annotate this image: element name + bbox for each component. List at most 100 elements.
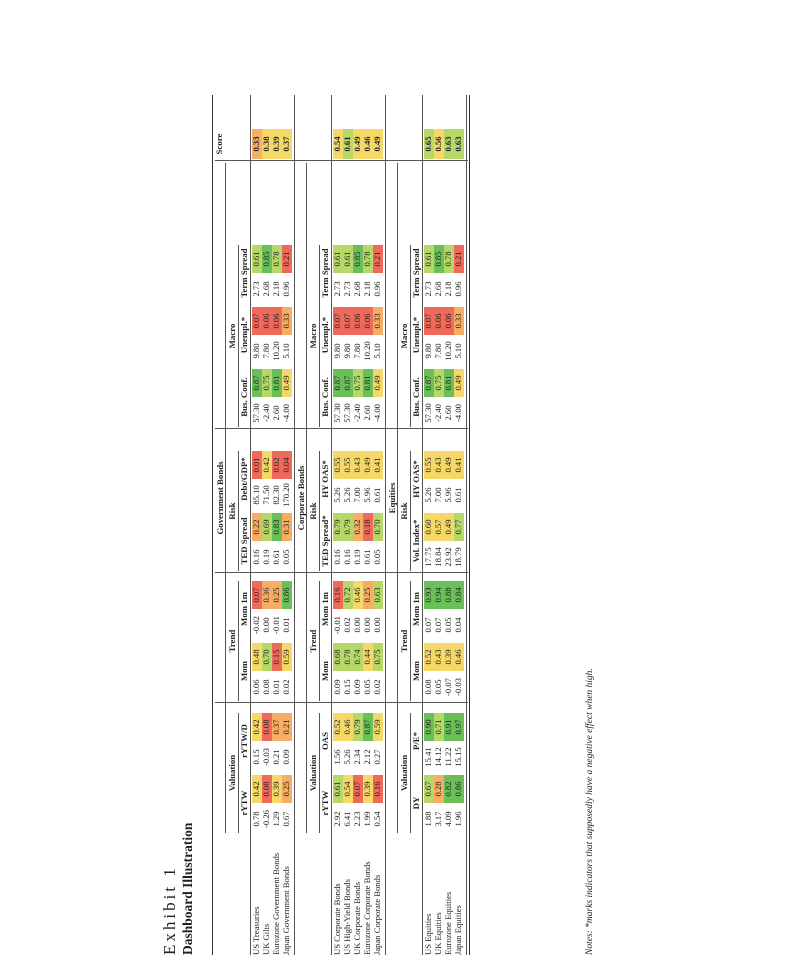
section-title: Government Bonds — [215, 461, 225, 535]
column-header: HY OAS* — [411, 460, 421, 498]
column-header: Unempl.* — [411, 316, 421, 354]
column-header: TED Spread — [239, 517, 249, 565]
raw-value: 0.61 — [453, 487, 463, 503]
section-end-rule — [294, 95, 295, 955]
scored-cell: 0.16 — [372, 775, 383, 803]
row-label: Japan Corporate Bonds — [372, 874, 382, 955]
group-header: Risk — [399, 502, 409, 520]
scored-cell: 0.86 — [453, 775, 464, 803]
section-title: Corporate Bonds — [296, 465, 306, 531]
column-header: Unempl.* — [320, 316, 330, 354]
raw-value: 18.79 — [453, 547, 463, 567]
column-header: rYTW/D — [239, 724, 249, 758]
column-header: Debt/GDP* — [239, 457, 249, 501]
raw-value: 0.54 — [372, 811, 382, 827]
raw-value: 0.96 — [372, 281, 382, 297]
group-header: Macro — [399, 323, 409, 349]
group-header: Risk — [227, 502, 237, 520]
raw-value: 5.10 — [372, 343, 382, 359]
raw-value: 0.04 — [453, 617, 463, 633]
column-header: Unempl.* — [239, 316, 249, 354]
top-rule — [212, 95, 213, 955]
total-score-cell: 0.37 — [281, 129, 292, 159]
column-header: OAS — [320, 731, 330, 751]
scored-cell: 0.84 — [453, 581, 464, 609]
dashboard-table: Score Government Bonds Valuation Trend Risk M… — [212, 95, 577, 955]
group-header: Trend — [308, 629, 318, 653]
raw-value: 0.02 — [372, 679, 382, 695]
exhibit-label: Exhibit 1 — [160, 865, 179, 955]
group-header: Valuation — [308, 754, 318, 792]
raw-value: 0.96 — [453, 281, 463, 297]
group-header: Macro — [227, 323, 237, 349]
scored-cell: 0.31 — [281, 513, 292, 541]
raw-value: 0.02 — [281, 679, 291, 695]
raw-value: 5.10 — [281, 343, 291, 359]
row-label: Japan Government Bonds — [281, 866, 291, 955]
raw-value: 0.67 — [281, 811, 291, 827]
column-header: Bus. Conf. — [411, 377, 421, 417]
score-header: Score — [214, 133, 224, 155]
column-header: Vol. Index* — [411, 519, 421, 563]
group-header: Macro — [308, 323, 318, 349]
group-header: Trend — [399, 629, 409, 653]
scored-cell: 0.86 — [281, 581, 292, 609]
scored-cell: 0.21 — [281, 245, 292, 273]
raw-value: 0.01 — [281, 617, 291, 633]
scored-cell: 0.33 — [281, 307, 292, 335]
scored-cell: 0.77 — [453, 513, 464, 541]
column-header: Bus. Conf. — [320, 377, 330, 417]
table-notes: Notes: *marks indicators that supposedly… — [585, 668, 595, 955]
column-divider — [215, 160, 468, 161]
exhibit-title: Dashboard Illustration — [180, 822, 195, 955]
column-header: Term Spread — [239, 248, 249, 298]
scored-cell: 0.49 — [453, 369, 464, 397]
raw-value: 0.05 — [372, 549, 382, 565]
column-header: Term Spread — [411, 248, 421, 298]
column-header: DY — [411, 796, 421, 810]
scored-cell: 0.97 — [453, 713, 464, 741]
total-score-cell: 0.49 — [372, 129, 383, 159]
scored-cell: 0.41 — [453, 451, 464, 479]
rotated-exhibit: Exhibit 1 Dashboard Illustration Score Go… — [160, 95, 630, 955]
column-header: Mom — [411, 660, 421, 682]
column-header: Mom — [239, 660, 249, 682]
scored-cell: 0.04 — [281, 451, 292, 479]
section-title: Equities — [387, 482, 397, 514]
raw-value: -4.00 — [372, 404, 382, 422]
group-header: Trend — [227, 629, 237, 653]
column-divider — [215, 428, 468, 429]
scored-cell: 0.49 — [372, 369, 383, 397]
section-rule — [397, 163, 398, 833]
section-rule — [225, 163, 226, 833]
scored-cell: 0.75 — [372, 643, 383, 671]
raw-value: 0.61 — [372, 487, 382, 503]
bottom-rule — [469, 95, 470, 955]
raw-value: 170.20 — [281, 483, 291, 507]
scored-cell: 0.33 — [453, 307, 464, 335]
group-header: Risk — [308, 502, 318, 520]
group-header: Valuation — [399, 754, 409, 792]
column-header: Bus. Conf. — [239, 377, 249, 417]
row-label: Japan Equities — [453, 905, 463, 955]
scored-cell: 0.25 — [281, 775, 292, 803]
raw-value: -4.00 — [453, 404, 463, 422]
scored-cell: 0.70 — [372, 513, 383, 541]
section-end-rule — [466, 95, 467, 955]
scored-cell: 0.49 — [281, 369, 292, 397]
raw-value: 0.09 — [281, 749, 291, 765]
scored-cell: 0.21 — [453, 245, 464, 273]
raw-value: 5.10 — [453, 343, 463, 359]
column-header: HY OAS* — [320, 460, 330, 498]
section-end-rule — [385, 95, 386, 955]
raw-value: 15.15 — [453, 747, 463, 767]
column-header: Mom 1m — [320, 592, 330, 626]
scored-cell: 0.59 — [281, 643, 292, 671]
column-header: Mom — [320, 660, 330, 682]
section-rule — [306, 163, 307, 833]
total-score-cell: 0.63 — [453, 129, 464, 159]
column-header: TED Spread* — [320, 515, 330, 567]
column-header: rYTW — [320, 790, 330, 816]
raw-value: -0.03 — [453, 678, 463, 696]
